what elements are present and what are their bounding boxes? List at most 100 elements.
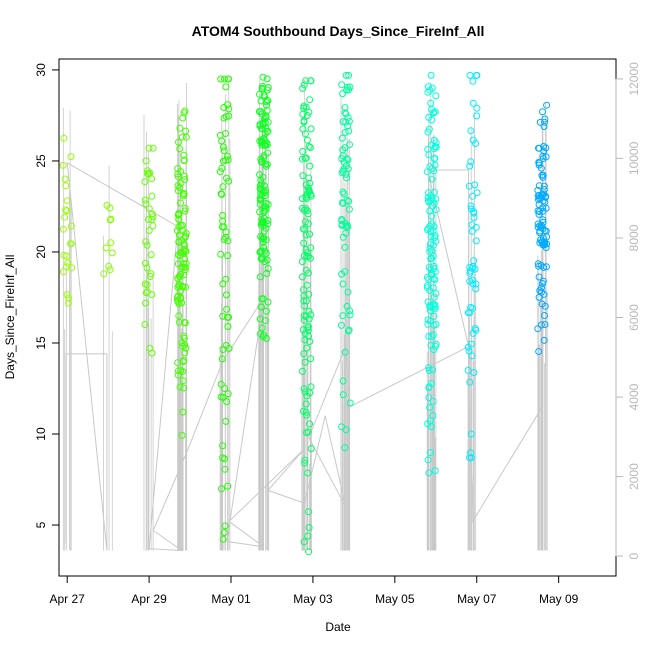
y-tick-label: 5 xyxy=(34,521,48,528)
data-point xyxy=(299,326,307,334)
data-point xyxy=(429,284,437,292)
plot-frame xyxy=(58,58,617,577)
data-point xyxy=(472,237,480,245)
data-point xyxy=(102,244,110,252)
data-point xyxy=(426,404,434,411)
data-point xyxy=(337,321,345,329)
data-point xyxy=(262,98,270,106)
data-point xyxy=(303,344,311,352)
data-point xyxy=(177,222,185,230)
data-point xyxy=(425,224,432,232)
data-point xyxy=(222,233,230,241)
data-point xyxy=(534,260,542,268)
data-point xyxy=(107,239,115,247)
data-point xyxy=(341,348,349,356)
data-point xyxy=(258,125,266,133)
data-point xyxy=(221,455,229,463)
data-point xyxy=(264,149,272,157)
data-point xyxy=(345,117,353,125)
data-point xyxy=(424,316,432,324)
data-point xyxy=(216,168,224,176)
data-point xyxy=(538,171,546,179)
data-point xyxy=(339,167,347,175)
data-point xyxy=(298,367,306,375)
data-point xyxy=(346,141,353,149)
data-point xyxy=(469,77,477,85)
data-point xyxy=(220,147,228,155)
data-point xyxy=(425,263,433,271)
data-point xyxy=(539,238,547,245)
data-point xyxy=(178,339,186,347)
data-point xyxy=(225,105,233,113)
data-point xyxy=(343,302,351,310)
data-point xyxy=(141,196,149,204)
data-point xyxy=(430,145,438,153)
data-point xyxy=(428,333,436,341)
data-point xyxy=(148,192,156,200)
data-point xyxy=(177,248,185,256)
data-point xyxy=(472,223,480,231)
data-point xyxy=(63,207,71,215)
data-point xyxy=(467,205,475,213)
data-point xyxy=(535,348,543,355)
data-point xyxy=(261,317,269,325)
data-point xyxy=(534,186,542,194)
data-point xyxy=(299,225,307,233)
data-point xyxy=(221,522,229,530)
data-point xyxy=(430,293,438,301)
data-point xyxy=(256,273,264,281)
data-point xyxy=(343,86,351,94)
data-point xyxy=(427,266,435,273)
data-point xyxy=(220,114,228,122)
data-point xyxy=(176,252,184,260)
data-point xyxy=(256,208,264,216)
data-point xyxy=(466,378,474,386)
data-point xyxy=(219,217,227,225)
data-point xyxy=(178,226,186,234)
data-point xyxy=(303,136,311,144)
data-point xyxy=(535,196,542,204)
data-point xyxy=(181,263,189,271)
data-point xyxy=(426,86,434,94)
data-point xyxy=(298,155,306,163)
y2-tick-label: 10000 xyxy=(627,141,641,175)
data-point xyxy=(263,128,271,136)
data-point xyxy=(261,137,269,145)
data-point xyxy=(261,160,269,168)
data-point xyxy=(303,112,311,119)
data-point xyxy=(468,352,476,360)
data-point xyxy=(543,101,551,109)
data-point xyxy=(179,114,187,122)
data-point xyxy=(180,319,188,326)
data-point xyxy=(67,240,74,248)
data-point xyxy=(535,191,543,199)
data-point xyxy=(259,173,267,181)
data-point xyxy=(345,197,353,205)
x-tick-label: May 05 xyxy=(375,592,415,606)
data-point xyxy=(430,109,438,116)
data-point xyxy=(467,449,474,457)
data-point xyxy=(541,312,548,319)
data-point xyxy=(143,241,151,249)
data-point xyxy=(300,117,308,125)
data-point xyxy=(145,227,153,234)
data-point xyxy=(467,127,475,135)
y-tick-label: 15 xyxy=(34,336,48,350)
data-point xyxy=(300,206,308,214)
data-point xyxy=(224,156,232,164)
data-point xyxy=(305,323,312,331)
data-point xyxy=(539,108,546,116)
data-point xyxy=(147,270,155,278)
data-point xyxy=(259,295,267,303)
data-point xyxy=(339,188,347,196)
data-point xyxy=(342,110,350,118)
data-point xyxy=(424,189,432,197)
x-axis: Apr 27 Apr 29 May 01 May 03 May 05 May 07 May … xyxy=(50,575,579,606)
data-point xyxy=(261,247,269,255)
data-point xyxy=(306,96,314,104)
data-point xyxy=(469,329,477,337)
data-point xyxy=(261,141,269,149)
data-point xyxy=(63,197,71,205)
y2-tick-label: 12000 xyxy=(627,62,641,96)
data-point xyxy=(174,182,182,190)
